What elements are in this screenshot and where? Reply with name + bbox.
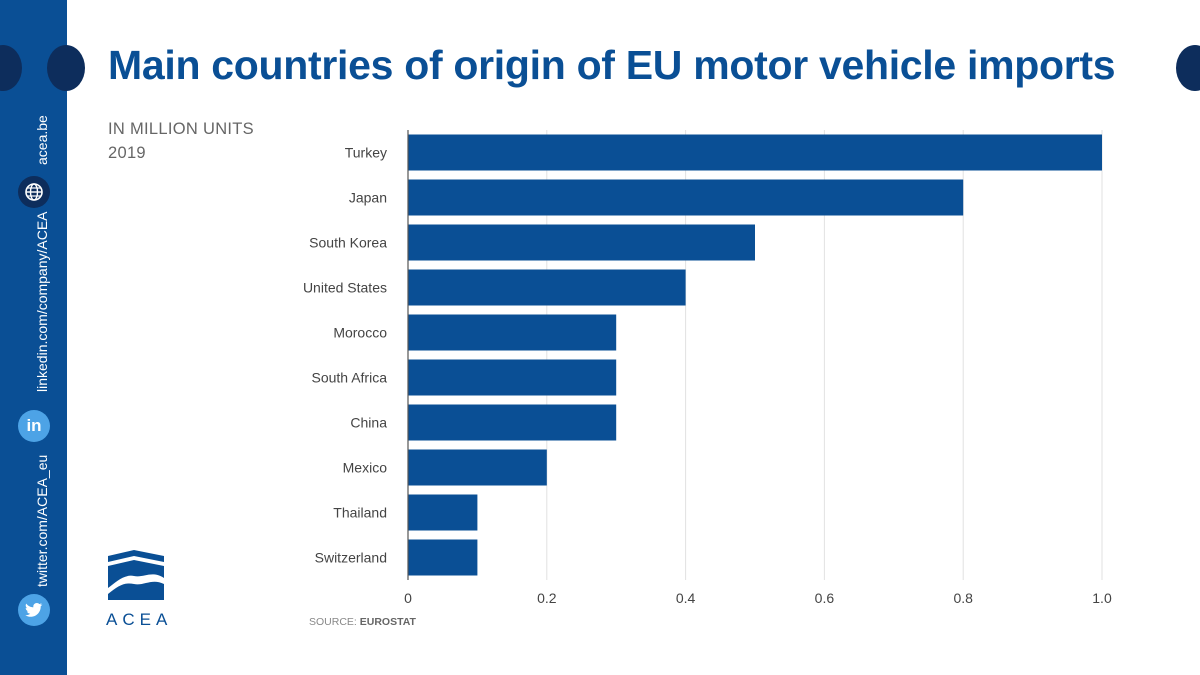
decorative-dot-right	[1176, 45, 1200, 91]
bar	[408, 404, 617, 441]
bar	[408, 359, 617, 396]
bar	[408, 539, 478, 576]
decorative-dot-left	[0, 45, 22, 91]
unit-label: IN MILLION UNITS	[108, 120, 254, 138]
bar	[408, 314, 617, 351]
category-label: South Africa	[312, 370, 388, 386]
bar	[408, 179, 964, 216]
category-label: United States	[303, 280, 387, 296]
x-tick-label: 0	[404, 590, 412, 606]
category-label: Switzerland	[315, 550, 387, 566]
linkedin-icon[interactable]: in	[18, 410, 50, 442]
logo-text: ACEA	[106, 610, 173, 629]
x-tick-label: 0.8	[953, 590, 973, 606]
decorative-dot-center	[47, 45, 85, 91]
x-tick-label: 0.6	[815, 590, 835, 606]
category-label: Japan	[349, 190, 387, 206]
x-tick-label: 0.2	[537, 590, 557, 606]
acea-logo	[108, 550, 164, 600]
source-note: SOURCE: EUROSTAT	[309, 616, 416, 628]
bar	[408, 449, 547, 486]
category-label: China	[350, 415, 387, 431]
bar	[408, 224, 755, 261]
globe-icon[interactable]	[18, 176, 50, 208]
source-name: EUROSTAT	[359, 616, 416, 628]
bar	[408, 269, 686, 306]
linkedin-icon-text: in	[26, 416, 42, 435]
category-label: Turkey	[345, 145, 387, 161]
sidebar: acea.be linkedin.com/company/ACEA in twi…	[0, 0, 67, 675]
bar	[408, 134, 1102, 171]
chart-title: Main countries of origin of EU motor veh…	[108, 42, 1116, 88]
category-label: Mexico	[343, 460, 388, 476]
category-label: Thailand	[333, 505, 387, 521]
chart-subtitle: IN MILLION UNITS 2019	[108, 117, 254, 165]
category-label: South Korea	[309, 235, 387, 251]
category-label: Morocco	[333, 325, 387, 341]
x-tick-label: 0.4	[676, 590, 696, 606]
source-prefix: SOURCE:	[309, 616, 357, 628]
year-label: 2019	[108, 144, 146, 162]
twitter-icon[interactable]	[18, 594, 50, 626]
x-tick-label: 1.0	[1092, 590, 1112, 606]
bar	[408, 494, 478, 531]
